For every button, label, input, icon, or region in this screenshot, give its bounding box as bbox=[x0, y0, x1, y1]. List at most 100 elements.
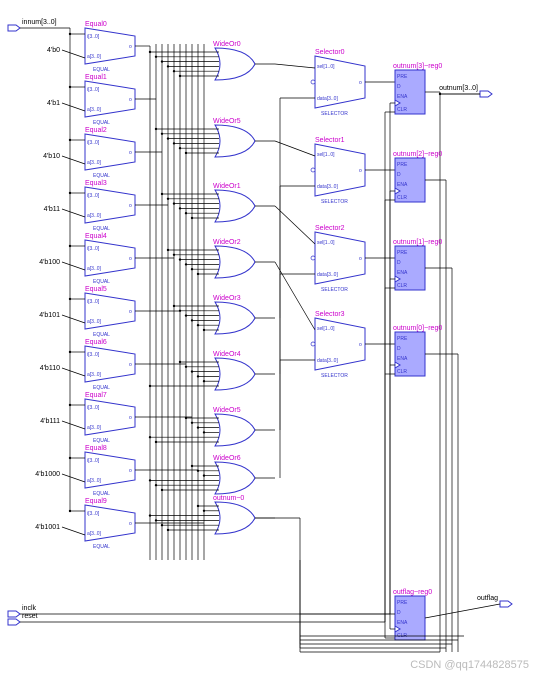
svg-text:i[3..0]: i[3..0] bbox=[87, 405, 100, 411]
svg-text:4'b101: 4'b101 bbox=[39, 312, 60, 319]
svg-text:ENA: ENA bbox=[397, 94, 408, 100]
svg-text:EQUAL: EQUAL bbox=[93, 332, 110, 338]
svg-text:EQUAL: EQUAL bbox=[93, 279, 110, 285]
svg-text:4'b110: 4'b110 bbox=[40, 365, 60, 372]
svg-text:data[3..0]: data[3..0] bbox=[317, 96, 338, 102]
svg-text:SELECTOR: SELECTOR bbox=[321, 111, 348, 117]
svg-text:o: o bbox=[129, 415, 132, 421]
svg-text:o: o bbox=[129, 150, 132, 156]
svg-text:i[3..0]: i[3..0] bbox=[87, 34, 100, 40]
svg-text:i[3..0]: i[3..0] bbox=[87, 352, 100, 358]
svg-text:Selector3: Selector3 bbox=[315, 311, 345, 318]
svg-text:sel[1..0]: sel[1..0] bbox=[317, 64, 335, 70]
svg-text:4'b10: 4'b10 bbox=[43, 153, 60, 160]
svg-text:PRE: PRE bbox=[397, 162, 408, 168]
svg-text:CLR: CLR bbox=[397, 107, 407, 113]
svg-text:D: D bbox=[397, 260, 401, 266]
svg-text:outnum[1]~reg0: outnum[1]~reg0 bbox=[393, 239, 442, 246]
svg-text:sel[1..0]: sel[1..0] bbox=[317, 152, 335, 158]
svg-text:EQUAL: EQUAL bbox=[93, 438, 110, 444]
svg-text:CLR: CLR bbox=[397, 283, 407, 289]
svg-text:outnum[3..0]: outnum[3..0] bbox=[439, 85, 478, 92]
svg-text:o: o bbox=[359, 342, 362, 348]
svg-text:Selector2: Selector2 bbox=[315, 225, 345, 232]
svg-text:i[3..0]: i[3..0] bbox=[87, 299, 100, 305]
svg-text:a[3..0]: a[3..0] bbox=[87, 54, 102, 60]
svg-text:o: o bbox=[129, 521, 132, 527]
svg-text:4'b111: 4'b111 bbox=[40, 418, 60, 425]
svg-text:ENA: ENA bbox=[397, 182, 408, 188]
svg-text:SELECTOR: SELECTOR bbox=[321, 287, 348, 293]
svg-text:a[3..0]: a[3..0] bbox=[87, 160, 102, 166]
svg-text:Equal1: Equal1 bbox=[85, 74, 107, 81]
svg-text:a[3..0]: a[3..0] bbox=[87, 107, 102, 113]
svg-text:CLR: CLR bbox=[397, 369, 407, 375]
svg-text:Equal0: Equal0 bbox=[85, 21, 107, 28]
svg-text:WideOr0: WideOr0 bbox=[213, 41, 241, 48]
svg-text:SELECTOR: SELECTOR bbox=[321, 373, 348, 379]
svg-text:o: o bbox=[129, 468, 132, 474]
svg-text:sel[1..0]: sel[1..0] bbox=[317, 240, 335, 246]
svg-text:Equal3: Equal3 bbox=[85, 180, 107, 187]
svg-text:ENA: ENA bbox=[397, 356, 408, 362]
svg-text:o: o bbox=[129, 309, 132, 315]
svg-text:i[3..0]: i[3..0] bbox=[87, 458, 100, 464]
svg-text:CLR: CLR bbox=[397, 195, 407, 201]
svg-text:o: o bbox=[129, 44, 132, 50]
svg-text:outflag: outflag bbox=[477, 595, 498, 602]
svg-text:PRE: PRE bbox=[397, 250, 408, 256]
svg-text:4'b0: 4'b0 bbox=[47, 47, 60, 54]
watermark: CSDN @qq1744828575 bbox=[410, 659, 529, 671]
svg-text:o: o bbox=[359, 80, 362, 86]
svg-text:a[3..0]: a[3..0] bbox=[87, 213, 102, 219]
svg-text:i[3..0]: i[3..0] bbox=[87, 140, 100, 146]
svg-text:Equal8: Equal8 bbox=[85, 445, 107, 452]
svg-text:EQUAL: EQUAL bbox=[93, 226, 110, 232]
svg-text:EQUAL: EQUAL bbox=[93, 120, 110, 126]
svg-text:D: D bbox=[397, 84, 401, 90]
svg-text:o: o bbox=[129, 203, 132, 209]
svg-text:outflag~reg0: outflag~reg0 bbox=[393, 589, 432, 596]
svg-text:Equal9: Equal9 bbox=[85, 498, 107, 505]
svg-text:4'b11: 4'b11 bbox=[44, 206, 60, 213]
svg-text:D: D bbox=[397, 346, 401, 352]
svg-text:outnum[3]~reg0: outnum[3]~reg0 bbox=[393, 63, 442, 70]
svg-text:SELECTOR: SELECTOR bbox=[321, 199, 348, 205]
svg-text:ENA: ENA bbox=[397, 270, 408, 276]
svg-text:4'b1000: 4'b1000 bbox=[35, 471, 60, 478]
svg-text:WideOr1: WideOr1 bbox=[213, 183, 241, 190]
svg-text:Selector0: Selector0 bbox=[315, 49, 345, 56]
svg-text:4'b1001: 4'b1001 bbox=[35, 524, 60, 531]
svg-text:data[3..0]: data[3..0] bbox=[317, 272, 338, 278]
svg-text:o: o bbox=[359, 256, 362, 262]
svg-text:D: D bbox=[397, 172, 401, 178]
svg-text:a[3..0]: a[3..0] bbox=[87, 266, 102, 272]
svg-text:D: D bbox=[397, 610, 401, 616]
svg-text:o: o bbox=[129, 97, 132, 103]
svg-text:ENA: ENA bbox=[397, 620, 408, 626]
svg-text:WideOr5: WideOr5 bbox=[213, 407, 241, 414]
svg-text:a[3..0]: a[3..0] bbox=[87, 425, 102, 431]
svg-text:WideOr4: WideOr4 bbox=[213, 351, 241, 358]
svg-text:i[3..0]: i[3..0] bbox=[87, 246, 100, 252]
svg-text:outnum~0: outnum~0 bbox=[213, 495, 244, 502]
svg-text:inclk: inclk bbox=[22, 605, 37, 612]
svg-text:WideOr6: WideOr6 bbox=[213, 455, 241, 462]
svg-text:EQUAL: EQUAL bbox=[93, 67, 110, 73]
svg-text:WideOr3: WideOr3 bbox=[213, 295, 241, 302]
svg-text:WideOr5: WideOr5 bbox=[213, 118, 241, 125]
svg-text:i[3..0]: i[3..0] bbox=[87, 511, 100, 517]
svg-text:EQUAL: EQUAL bbox=[93, 491, 110, 497]
svg-text:WideOr2: WideOr2 bbox=[213, 239, 241, 246]
svg-text:innum[3..0]: innum[3..0] bbox=[22, 19, 57, 26]
svg-text:o: o bbox=[359, 168, 362, 174]
svg-text:Selector1: Selector1 bbox=[315, 137, 345, 144]
svg-text:Equal5: Equal5 bbox=[85, 286, 107, 293]
svg-text:4'b100: 4'b100 bbox=[39, 259, 60, 266]
svg-text:outnum[2]~reg0: outnum[2]~reg0 bbox=[393, 151, 442, 158]
svg-text:EQUAL: EQUAL bbox=[93, 385, 110, 391]
svg-text:a[3..0]: a[3..0] bbox=[87, 319, 102, 325]
svg-text:EQUAL: EQUAL bbox=[93, 173, 110, 179]
svg-text:a[3..0]: a[3..0] bbox=[87, 478, 102, 484]
svg-text:Equal2: Equal2 bbox=[85, 127, 107, 134]
